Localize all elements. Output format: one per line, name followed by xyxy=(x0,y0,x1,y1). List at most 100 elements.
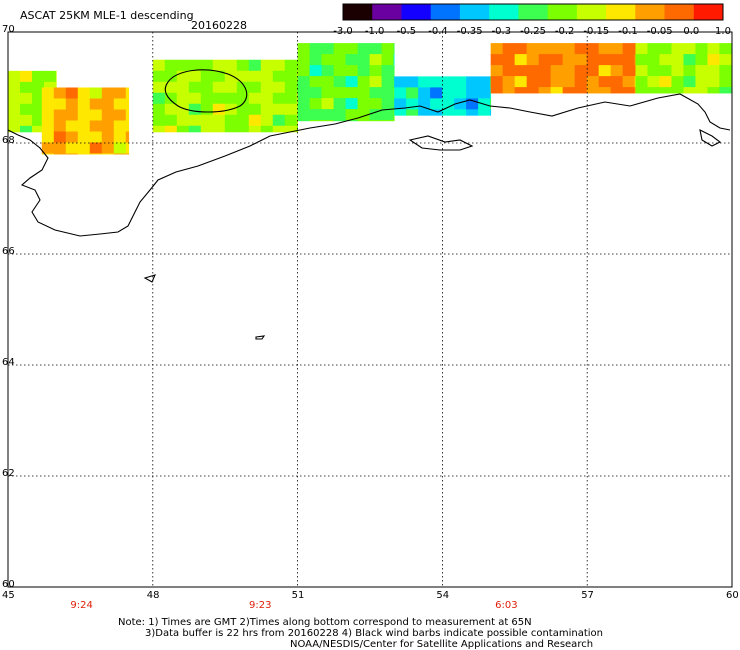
heat-cell xyxy=(333,98,346,110)
heat-cell xyxy=(164,103,178,116)
time-tick-label: 9:23 xyxy=(248,600,272,611)
heat-cell xyxy=(41,142,55,154)
heat-cell xyxy=(345,109,358,121)
heat-cell xyxy=(394,98,407,110)
heat-cell xyxy=(622,76,636,88)
heat-cell xyxy=(65,131,79,143)
heat-cell xyxy=(574,65,588,77)
note-line-3: NOAA/NESDIS/Center for Satellite Applica… xyxy=(290,639,594,650)
heat-cell xyxy=(260,81,274,94)
heat-cell xyxy=(659,87,672,94)
x-tick-label: 45 xyxy=(2,590,15,601)
heat-cell xyxy=(418,87,431,99)
heat-cell xyxy=(430,109,443,116)
heat-cell xyxy=(333,109,346,121)
heat-cell xyxy=(41,98,55,110)
y-tick-label: 66 xyxy=(2,246,15,257)
time-tick-label: 9:24 xyxy=(70,600,93,611)
heat-cell xyxy=(514,87,528,94)
heat-cell xyxy=(719,76,732,88)
heat-cell xyxy=(101,131,115,143)
heat-cell xyxy=(538,65,552,77)
heat-cell xyxy=(309,65,322,77)
heat-cell xyxy=(89,142,103,154)
heat-cell xyxy=(113,131,127,143)
heat-cell xyxy=(333,76,346,88)
coastline-lake xyxy=(164,69,248,113)
colorbar-segment xyxy=(489,4,519,20)
x-tick-label: 48 xyxy=(146,590,160,601)
heat-cell xyxy=(65,109,79,121)
heat-cell xyxy=(345,120,358,122)
heat-cell xyxy=(212,92,226,105)
heat-cell xyxy=(152,125,166,133)
heat-cell xyxy=(454,109,467,116)
heat-cell xyxy=(683,65,696,77)
colorbar-segment xyxy=(343,4,373,20)
heat-cell xyxy=(381,87,394,99)
heat-cell xyxy=(224,81,238,94)
heat-cell xyxy=(514,76,528,88)
heat-cell xyxy=(260,125,274,133)
y-tick-label: 60 xyxy=(2,579,15,590)
heat-cell xyxy=(381,120,394,122)
heat-cell xyxy=(65,87,79,99)
heat-cell xyxy=(164,59,178,72)
heat-cell xyxy=(77,87,91,99)
heat-cell xyxy=(466,98,479,110)
heat-cell xyxy=(8,125,21,133)
heat-cell xyxy=(357,98,370,110)
heat-cell xyxy=(574,76,588,88)
coastline-islet-2 xyxy=(255,335,266,340)
heat-cell xyxy=(369,98,382,110)
heat-cell xyxy=(284,92,298,105)
heat-cell xyxy=(683,87,696,94)
heat-cell xyxy=(125,109,130,121)
heat-cell xyxy=(164,114,178,127)
heat-cell xyxy=(224,92,238,105)
heat-cell xyxy=(20,114,33,127)
coastline-layer xyxy=(7,69,731,340)
heat-cell xyxy=(490,54,504,66)
heat-cell xyxy=(32,92,45,105)
heat-cell xyxy=(297,43,310,55)
heat-cell xyxy=(442,109,455,116)
heat-cell xyxy=(125,98,130,110)
heat-cell xyxy=(357,76,370,88)
heat-cell xyxy=(381,76,394,88)
coastline-main xyxy=(7,93,731,237)
heat-cell xyxy=(719,54,732,66)
heat-cell xyxy=(321,120,334,122)
heat-cell xyxy=(381,65,394,77)
heat-cell xyxy=(634,54,636,66)
coastline-islet-1 xyxy=(143,274,156,283)
heat-cell xyxy=(200,92,214,105)
heat-cell xyxy=(526,76,540,88)
heat-cell xyxy=(514,65,528,77)
heat-cell xyxy=(309,87,322,99)
heat-cell xyxy=(260,59,274,72)
heat-cell xyxy=(707,54,720,66)
heat-cell xyxy=(224,114,238,127)
heat-cell xyxy=(478,109,491,116)
heat-cell xyxy=(393,87,395,99)
y-tick-label: 70 xyxy=(2,24,15,35)
heat-cell xyxy=(164,125,178,133)
heat-cell xyxy=(77,120,91,132)
heat-cell xyxy=(297,87,310,99)
heat-cell xyxy=(345,98,358,110)
heat-cell xyxy=(671,76,684,88)
heat-cell xyxy=(393,43,395,55)
heat-cell xyxy=(77,131,91,143)
heat-cell xyxy=(309,98,322,110)
heat-cell xyxy=(188,103,202,116)
heat-cell xyxy=(394,109,407,116)
heat-cell xyxy=(478,87,491,99)
heat-cell xyxy=(321,43,334,55)
heat-cell xyxy=(188,81,202,94)
heat-cell xyxy=(598,87,612,94)
heat-cell xyxy=(695,65,708,77)
colorbar-segment xyxy=(547,4,578,20)
x-tick-label: 54 xyxy=(436,590,450,601)
heat-cell xyxy=(526,87,540,94)
